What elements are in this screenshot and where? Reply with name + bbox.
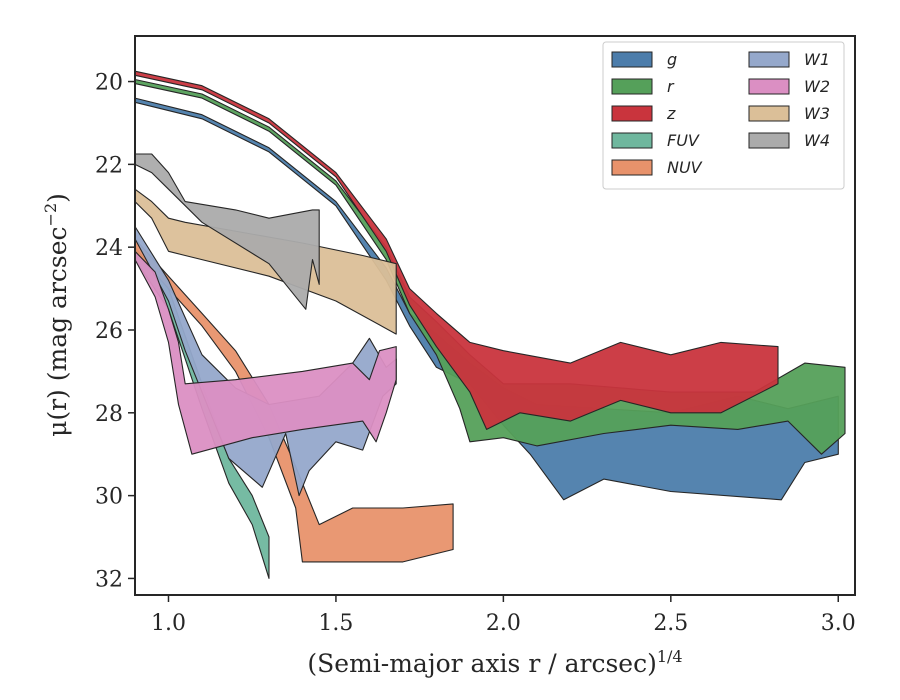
y-tick-label: 30 [95,485,123,510]
legend-label-fuv: FUV [667,131,700,150]
y-axis-label-close: ) [43,193,72,203]
band-layer [134,70,846,579]
legend-swatch-w3 [748,105,790,122]
legend-label-w3: W3 [804,104,830,123]
band-w4 [134,153,320,310]
y-axis-ticks: 20 22 24 26 28 30 32 [95,71,135,592]
legend-label-nuv: NUV [667,158,703,177]
y-tick-label: 26 [95,319,123,344]
band-w2 [134,250,397,455]
y-tick-label: 20 [95,71,123,96]
x-axis-label-text: (Semi-major axis r / arcsec) [307,649,656,678]
plot-frame [134,35,856,596]
y-tick-label: 22 [95,153,123,178]
legend-swatch-z [611,105,653,122]
y-tick-label: 28 [95,402,123,427]
band-z [134,70,779,430]
x-tick-label: 2.5 [653,611,688,636]
x-tick-label: 1.5 [318,611,353,636]
legend-label-w4: W4 [804,131,830,150]
legend: grz FUV NUV W1 W2 W3 W4 [602,41,845,190]
legend-label-z: z [666,104,676,123]
x-tick-label: 1.0 [151,611,186,636]
legend-swatch-r [611,78,653,95]
legend-label-g: g [667,50,677,69]
legend-label-w2: W2 [804,77,830,96]
y-tick-label: 32 [95,567,123,592]
x-tick-label: 3.0 [821,611,856,636]
legend-swatch-w1 [748,51,790,68]
y-axis-label-exponent: −2 [41,203,60,227]
legend-label-r: r [667,77,675,96]
band-nuv [134,238,454,563]
legend-swatch-fuv [611,132,653,149]
legend-label-w1: W1 [804,50,830,69]
x-axis-label: (Semi-major axis r / arcsec)1/4 [307,647,682,678]
x-axis-label-exponent: 1/4 [657,647,683,666]
legend-swatch-w2 [748,78,790,95]
legend-swatch-w4 [748,132,790,149]
y-tick-label: 24 [95,236,123,261]
x-tick-label: 2.0 [486,611,521,636]
legend-swatch-g [611,51,653,68]
y-axis-label-text: μ(r) (mag arcsec [43,226,72,436]
legend-swatch-nuv [611,159,653,176]
x-axis-ticks: 1.0 1.5 2.0 2.5 3.0 [151,595,856,636]
y-axis-label: μ(r) (mag arcsec−2) [41,193,72,437]
